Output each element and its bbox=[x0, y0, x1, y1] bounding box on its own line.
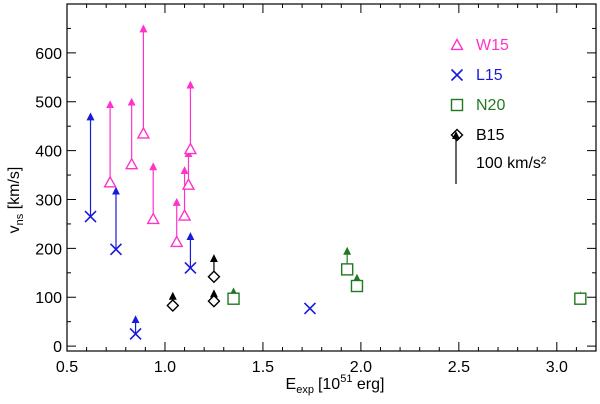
x-tick-label: 1.5 bbox=[252, 359, 274, 376]
legend-label-w15: W15 bbox=[476, 37, 509, 54]
point-n20 bbox=[227, 292, 240, 305]
y-tick-label: 200 bbox=[35, 241, 62, 258]
point-w15 bbox=[124, 157, 139, 170]
legend-marker-n20 bbox=[450, 98, 464, 112]
point-w15 bbox=[170, 235, 184, 248]
legend-label-n20: N20 bbox=[476, 97, 505, 114]
point-l15 bbox=[184, 261, 197, 274]
legend-marker-l15 bbox=[450, 68, 464, 82]
point-b15 bbox=[207, 270, 221, 284]
x-tick-label: 2.0 bbox=[350, 359, 372, 376]
y-tick-label: 0 bbox=[53, 339, 62, 356]
point-l15 bbox=[303, 302, 317, 315]
point-n20 bbox=[574, 292, 587, 305]
point-l15 bbox=[129, 327, 142, 340]
point-b15 bbox=[166, 299, 180, 313]
legend-label-l15: L15 bbox=[476, 67, 503, 84]
point-w15 bbox=[136, 126, 151, 139]
point-w15 bbox=[177, 208, 192, 221]
point-w15 bbox=[146, 212, 160, 225]
y-tick-label: 600 bbox=[35, 46, 62, 63]
point-l15 bbox=[84, 210, 97, 223]
legend-marker-b15 bbox=[450, 128, 464, 142]
point-n20 bbox=[350, 279, 364, 293]
x-tick-label: 0.5 bbox=[56, 359, 78, 376]
plot-frame bbox=[66, 3, 597, 352]
x-axis-title: Eexp [1051 erg] bbox=[286, 373, 385, 396]
x-tick-label: 1.0 bbox=[154, 359, 176, 376]
point-w15 bbox=[181, 177, 196, 190]
x-tick-label: 2.5 bbox=[448, 359, 470, 376]
legend-marker-w15 bbox=[450, 38, 464, 51]
x-tick-label: 3.0 bbox=[546, 359, 568, 376]
y-tick-label: 500 bbox=[35, 95, 62, 112]
y-tick-label: 300 bbox=[35, 192, 62, 209]
legend: W15 L15 N20 B15 100 km/s² bbox=[450, 37, 547, 184]
scale-arrow-label: 100 km/s² bbox=[476, 155, 547, 172]
point-n20 bbox=[340, 263, 354, 276]
point-l15 bbox=[109, 243, 123, 256]
axes: 0.5 1.0 1.5 2.0 2.5 3.0 0 100 200 300 400 500 600 bbox=[35, 3, 597, 376]
data-marks bbox=[84, 24, 587, 340]
point-b15 bbox=[207, 294, 221, 308]
y-axis-title: vns [km/s] bbox=[6, 167, 26, 234]
y-tick-label: 100 bbox=[35, 290, 62, 307]
y-tick-label: 400 bbox=[35, 144, 62, 161]
legend-label-b15: B15 bbox=[476, 127, 505, 144]
point-w15 bbox=[103, 175, 117, 188]
point-w15 bbox=[183, 142, 198, 155]
